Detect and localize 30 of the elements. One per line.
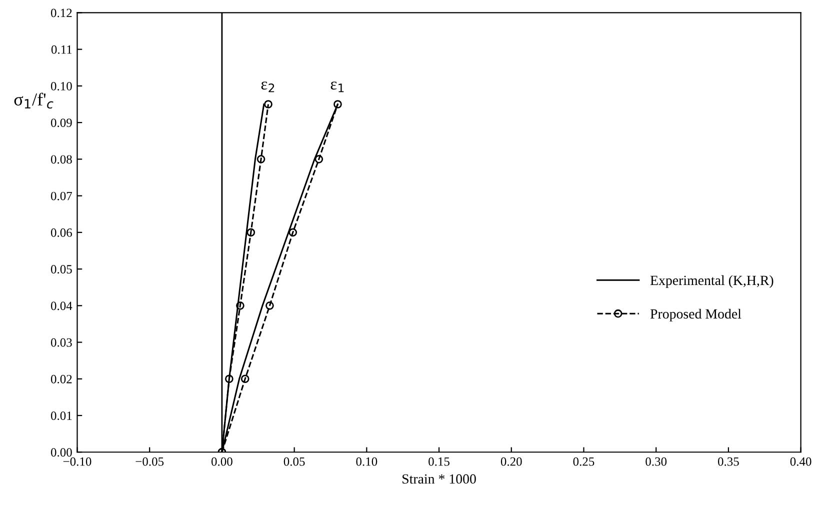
y-tick-label: 0.12 bbox=[50, 8, 72, 18]
x-tick-label: 0.20 bbox=[500, 457, 522, 466]
x-tick-label: 0.25 bbox=[573, 457, 594, 466]
y-tick-label: 0.08 bbox=[50, 155, 72, 164]
y-tick-label: 0.05 bbox=[50, 265, 72, 274]
x-tick-label: −0.10 bbox=[63, 457, 92, 466]
y-tick-label: 0.11 bbox=[51, 45, 72, 54]
y-tick-label: 0.09 bbox=[50, 118, 72, 128]
y-tick-label: 0.07 bbox=[50, 192, 72, 200]
x-axis-title: Strain * 1000 bbox=[402, 474, 476, 484]
y-tick-label: 0.00 bbox=[50, 448, 72, 457]
x-tick-label: 0.10 bbox=[356, 457, 378, 466]
legend-label: Experimental (K,H,R) bbox=[650, 275, 774, 288]
x-tick-label: 0.30 bbox=[646, 457, 667, 466]
x-tick-label: 0.00 bbox=[211, 457, 232, 466]
y-tick-label: 0.01 bbox=[50, 412, 72, 420]
y-tick-label: 0.04 bbox=[50, 302, 72, 310]
x-tick-label: 0.05 bbox=[284, 457, 305, 466]
y-tick-label: 0.02 bbox=[50, 374, 72, 384]
x-tick-label: 0.40 bbox=[790, 457, 812, 466]
y-axis-title: σ$_{1}$/f'$_{c}$ bbox=[14, 92, 54, 109]
y-tick-label: 0.10 bbox=[50, 82, 72, 90]
y-tick-label: 0.06 bbox=[50, 228, 72, 237]
x-tick-label: 0.15 bbox=[428, 457, 450, 466]
annotation: ε$_{2}$ bbox=[261, 82, 274, 92]
annotation: ε$_{1}$ bbox=[330, 82, 344, 92]
x-tick-label: 0.35 bbox=[718, 457, 739, 466]
legend-label: Proposed Model bbox=[650, 308, 742, 322]
y-tick-label: 0.03 bbox=[50, 338, 72, 347]
x-tick-label: −0.05 bbox=[136, 457, 164, 466]
